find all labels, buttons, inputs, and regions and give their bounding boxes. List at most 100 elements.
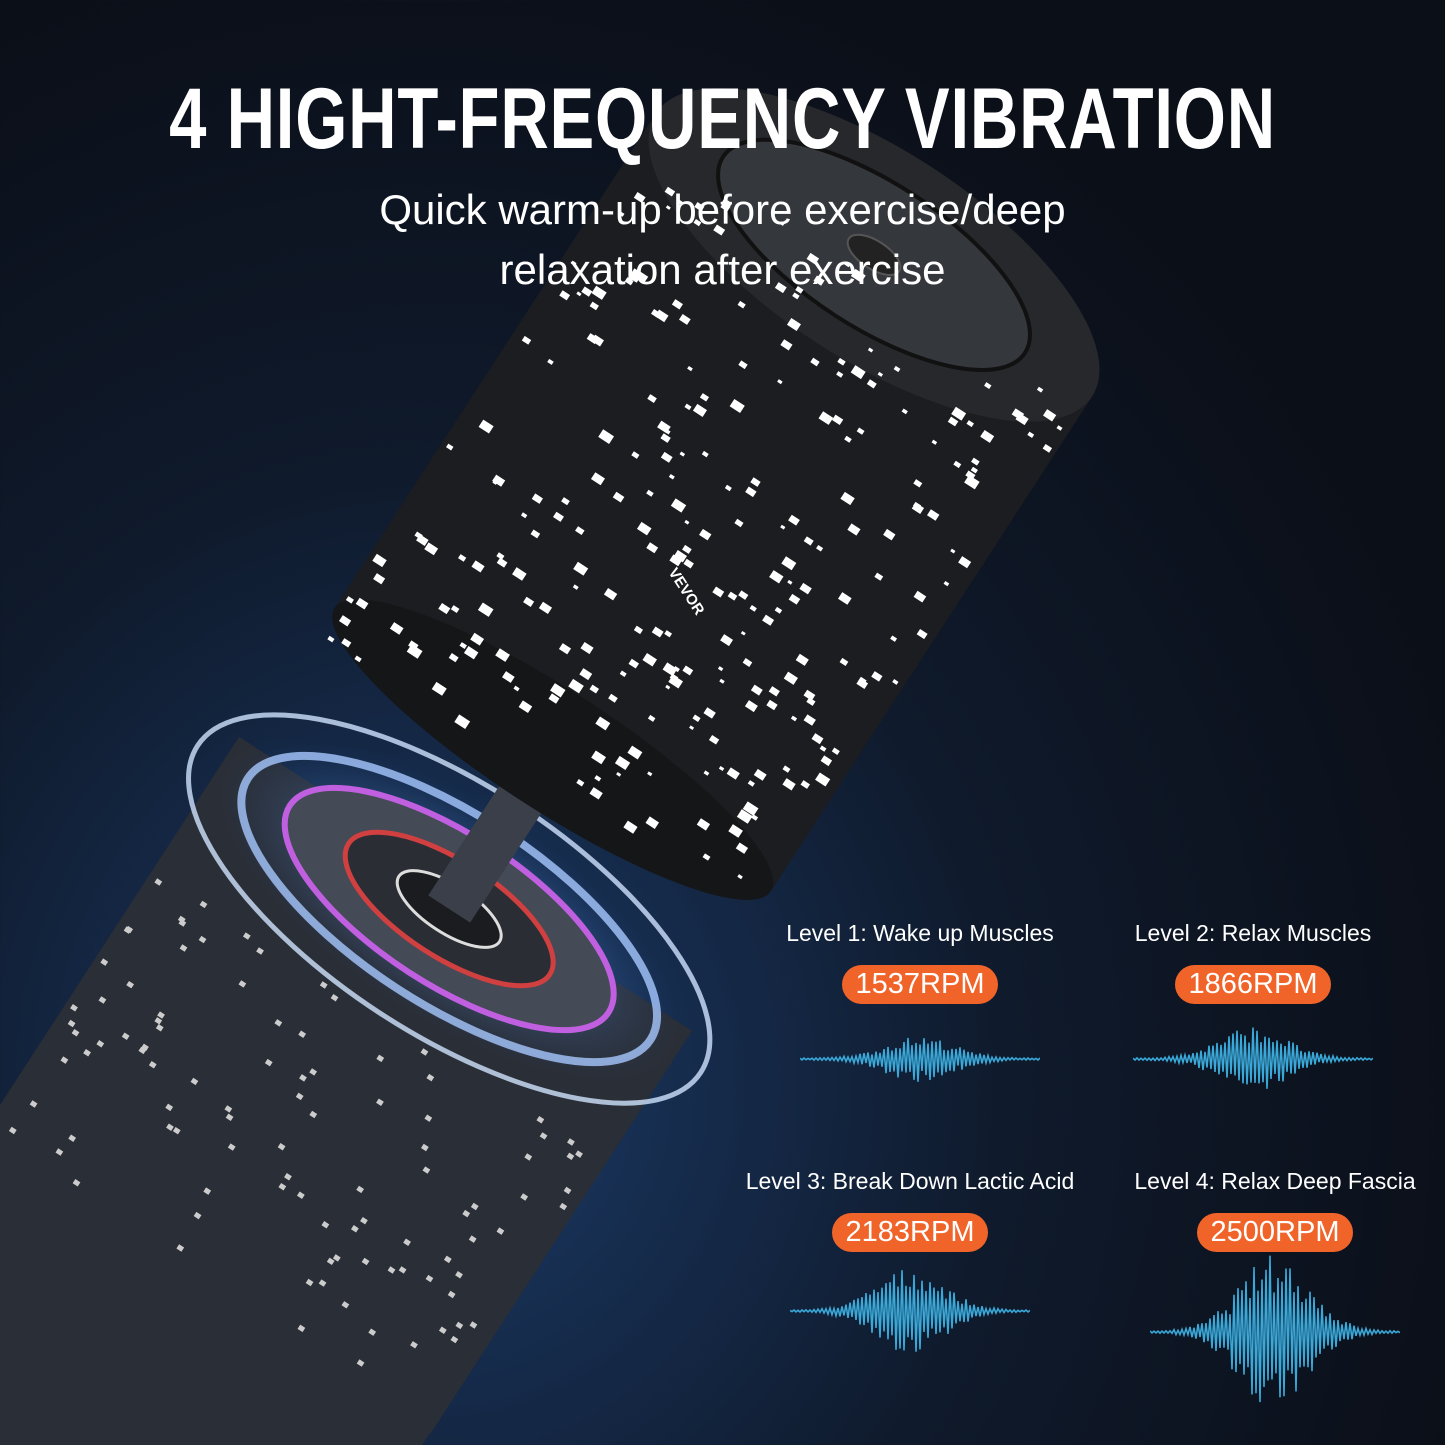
foam-speckle <box>717 666 724 672</box>
foam-speckle <box>431 681 447 696</box>
foam-speckle <box>520 1193 529 1201</box>
foam-speckle <box>492 474 506 487</box>
foam-speckle <box>660 433 671 443</box>
foam-speckle <box>646 489 654 497</box>
foam-speckle <box>512 567 527 581</box>
foam-speckle <box>326 1257 335 1266</box>
foam-speckle <box>616 771 622 777</box>
foam-speckle <box>410 1341 418 1349</box>
foam-speckle <box>668 674 683 689</box>
foam-speckle <box>172 1126 181 1135</box>
foam-speckle <box>387 1266 396 1274</box>
foam-speckle <box>450 1335 459 1344</box>
foam-speckle <box>295 1092 304 1101</box>
foam-speckle <box>345 596 354 604</box>
foam-speckle <box>847 523 861 536</box>
waveform-icon <box>800 1037 1040 1082</box>
foam-speckle <box>477 602 494 617</box>
foam-speckle <box>806 697 816 706</box>
foam-speckle <box>443 1255 452 1264</box>
foam-speckle <box>818 411 834 425</box>
foam-speckle <box>459 642 467 650</box>
foam-speckle <box>813 275 825 286</box>
foam-speckle <box>735 842 749 854</box>
foam-speckle <box>684 403 692 411</box>
foam-speckle <box>787 579 793 585</box>
foam-speckle <box>673 665 680 673</box>
foam-speckle <box>264 1058 273 1067</box>
foam-speckle <box>274 1019 283 1027</box>
foam-speckle <box>536 1116 545 1124</box>
foam-speckle <box>575 526 585 536</box>
foam-speckle <box>547 358 554 365</box>
foam-speckle <box>72 1179 81 1187</box>
foam-speckle <box>810 357 820 367</box>
foam-speckle <box>782 778 796 791</box>
foam-speckle <box>568 678 584 694</box>
foam-speckle <box>589 787 603 800</box>
foam-speckle <box>179 944 188 952</box>
foam-speckle <box>662 662 678 677</box>
foam-speckle <box>803 714 816 726</box>
foam-speckle <box>742 658 753 667</box>
foam-speckle <box>839 657 849 666</box>
page-title: 4 HIGHT-FREQUENCY VIBRATION <box>169 71 1276 167</box>
foam-speckle <box>673 550 687 563</box>
foam-speckle <box>766 699 778 711</box>
foam-speckle <box>448 653 459 663</box>
foam-speckle <box>958 556 972 569</box>
foam-speckle <box>155 1024 164 1032</box>
foam-speckle <box>573 561 589 576</box>
foam-speckle <box>60 1056 69 1064</box>
foam-speckle <box>420 1048 429 1056</box>
foam-speckle <box>883 528 896 541</box>
foam-speckle <box>790 715 798 722</box>
waveform-icon <box>790 1270 1030 1352</box>
foam-speckle <box>450 605 460 614</box>
foam-speckle <box>422 1166 431 1174</box>
foam-speckle <box>29 1100 38 1108</box>
foam-speckle <box>877 371 884 377</box>
foam-speckle <box>198 935 207 944</box>
foam-speckle <box>782 765 791 773</box>
foam-speckle <box>850 268 866 283</box>
foam-speckle <box>224 1105 233 1113</box>
foam-speckle <box>618 211 625 217</box>
foam-speckle <box>580 641 594 655</box>
level-4: Level 4: Relax Deep Fascia 2500RPM <box>1075 1168 1445 1412</box>
foam-speckle <box>702 853 711 861</box>
foam-speckle <box>631 268 642 278</box>
foam-speckle <box>225 1113 234 1122</box>
foam-speckle <box>740 630 746 636</box>
foam-speckle <box>157 1011 165 1019</box>
foam-speckle <box>595 716 611 731</box>
foam-speckle <box>227 1143 236 1151</box>
foam-speckle <box>820 755 833 767</box>
rpm-badge: 2183RPM <box>831 1213 989 1252</box>
foam-speckle <box>8 1126 17 1135</box>
foam-speckle <box>454 714 471 730</box>
foam-speckle <box>693 218 702 227</box>
foam-speckle <box>689 725 695 730</box>
foam-speckle <box>559 290 571 301</box>
foam-speckle <box>548 693 560 704</box>
foam-speckle <box>683 558 694 569</box>
foam-speckle <box>984 382 992 390</box>
foam-speckle <box>455 1271 463 1279</box>
foam-speckle <box>570 260 577 266</box>
foam-speckle <box>803 689 816 701</box>
foam-speckle <box>742 801 759 816</box>
foam-speckle <box>566 1152 575 1161</box>
foam-speckle <box>538 601 553 614</box>
foam-speckle <box>438 602 451 615</box>
foam-speckle <box>668 473 675 480</box>
rpm-badge: 1866RPM <box>1174 965 1332 1004</box>
foam-speckle <box>539 1132 548 1140</box>
foam-speckle <box>141 1043 149 1052</box>
foam-speckle <box>971 457 980 466</box>
foam-speckle <box>819 745 827 752</box>
foam-speckle <box>788 593 801 605</box>
foam-speckle <box>651 309 661 319</box>
foam-speckle <box>665 205 671 210</box>
foam-speckle <box>463 646 479 660</box>
